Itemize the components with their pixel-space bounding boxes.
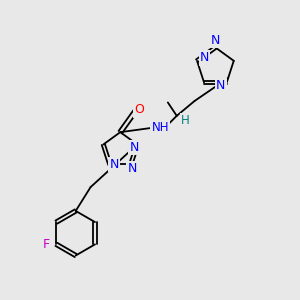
Text: F: F (42, 238, 50, 251)
Text: N: N (200, 51, 209, 64)
Text: N: N (110, 158, 119, 171)
Text: N: N (128, 162, 137, 176)
Text: N: N (211, 34, 220, 46)
Text: O: O (135, 103, 145, 116)
Text: NH: NH (152, 121, 169, 134)
Text: N: N (216, 79, 226, 92)
Text: N: N (130, 141, 139, 154)
Text: H: H (181, 114, 190, 127)
